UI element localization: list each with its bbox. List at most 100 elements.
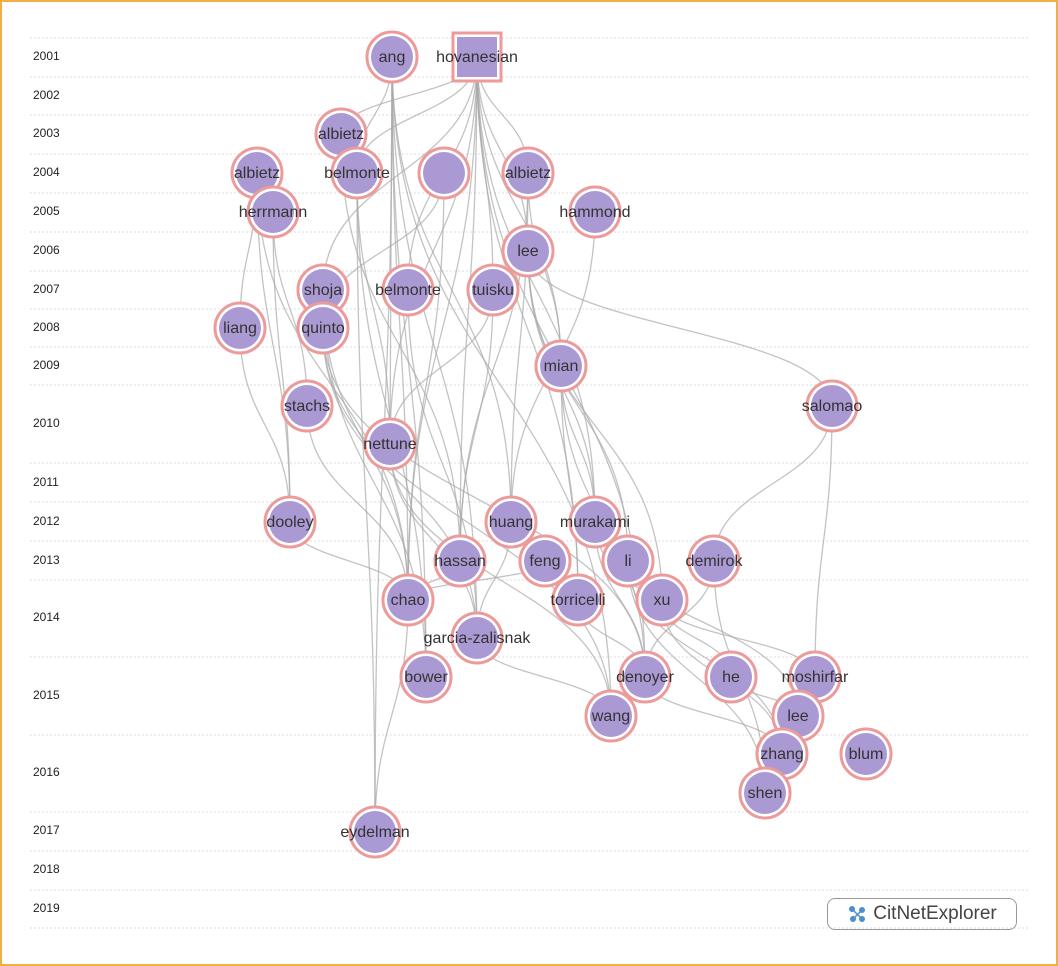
node-label: demirok: [686, 553, 744, 570]
node: [302, 269, 344, 311]
node: [590, 695, 632, 737]
year-label: 2013: [33, 553, 60, 567]
node: [336, 152, 378, 194]
year-label: 2017: [33, 823, 60, 837]
year-label: 2019: [33, 901, 60, 915]
node-label: stachs: [284, 398, 330, 415]
node: [641, 579, 683, 621]
node: [354, 811, 396, 853]
node: [557, 579, 599, 621]
node-label: zhang: [760, 746, 804, 763]
node: [371, 36, 413, 78]
node-label: lee: [517, 243, 538, 260]
logo[interactable]: CitNetExplorer: [827, 898, 1017, 930]
citation-edge: [272, 211, 308, 407]
citation-edge: [322, 56, 478, 291]
citation-edge: [459, 289, 494, 562]
node-label: shoja: [304, 282, 342, 299]
citation-edge: [239, 327, 291, 523]
citation-edge: [476, 56, 529, 252]
node-label: salomao: [802, 398, 863, 415]
node-label: ang: [379, 49, 406, 66]
node-label: garcia-zalisnak: [424, 630, 532, 647]
node: [387, 269, 429, 311]
node: [286, 385, 328, 427]
node: [744, 772, 786, 814]
node: [219, 307, 261, 349]
year-label: 2018: [33, 862, 60, 876]
citation-edge: [476, 56, 596, 523]
node: [252, 191, 294, 233]
citation-edge: [306, 405, 409, 601]
citation-edge: [713, 405, 833, 562]
logo-icon: [849, 906, 866, 922]
node-label: mian: [544, 358, 579, 375]
year-label: 2012: [33, 514, 60, 528]
node: [845, 733, 887, 775]
node: [457, 37, 497, 77]
node-label: li: [624, 553, 631, 570]
node-label: lee: [787, 708, 808, 725]
node: [777, 695, 819, 737]
year-label: 2015: [33, 688, 60, 702]
year-label: 2011: [33, 475, 59, 489]
node: [269, 501, 311, 543]
node-label: albietz: [318, 126, 364, 143]
node-label: hassan: [434, 553, 486, 570]
node-label: dooley: [266, 514, 313, 531]
node-label: tuisku: [472, 282, 514, 299]
year-label: 2004: [33, 165, 60, 179]
node: [439, 540, 481, 582]
year-label: 2001: [33, 49, 60, 63]
citation-edge: [391, 56, 427, 678]
node-label: hammond: [559, 204, 630, 221]
year-label: 2016: [33, 765, 60, 779]
node: [320, 113, 362, 155]
node: [710, 656, 752, 698]
node: [236, 152, 278, 194]
citation-edge: [407, 172, 445, 601]
citation-edge: [527, 250, 663, 601]
node: [490, 501, 532, 543]
citation-edge: [322, 327, 612, 717]
node-label: herrmann: [239, 204, 307, 221]
node-label: murakami: [560, 514, 630, 531]
node-label: quinto: [301, 320, 345, 337]
node-label: nettune: [363, 436, 416, 453]
year-label: 2002: [33, 88, 60, 102]
node-label: bower: [404, 669, 448, 686]
node: [369, 423, 411, 465]
year-label: 2008: [33, 320, 60, 334]
node-label: albietz: [505, 165, 551, 182]
node-label: denoyer: [616, 669, 674, 686]
citation-edge: [272, 211, 291, 523]
citation-edge: [340, 133, 461, 562]
citation-edge: [459, 56, 478, 562]
node-label: eydelman: [340, 824, 409, 841]
node: [607, 540, 649, 582]
node: [624, 656, 666, 698]
node-label: he: [722, 669, 740, 686]
citation-edge: [356, 172, 376, 833]
citation-edge: [356, 172, 391, 445]
citation-edge: [322, 327, 646, 678]
node-label: huang: [489, 514, 534, 531]
node-label: belmonte: [324, 165, 390, 182]
node-label: xu: [654, 592, 671, 609]
node: [811, 385, 853, 427]
year-label: 2005: [33, 204, 60, 218]
node: [540, 345, 582, 387]
node: [507, 230, 549, 272]
node: [761, 733, 803, 775]
year-label: 2006: [33, 243, 60, 257]
node: [524, 540, 566, 582]
year-label: 2007: [33, 282, 60, 296]
node: [574, 501, 616, 543]
node: [794, 656, 836, 698]
node-label: moshirfar: [782, 669, 849, 686]
node: [405, 656, 447, 698]
citation-edge: [391, 56, 512, 523]
node-label: chao: [391, 592, 426, 609]
